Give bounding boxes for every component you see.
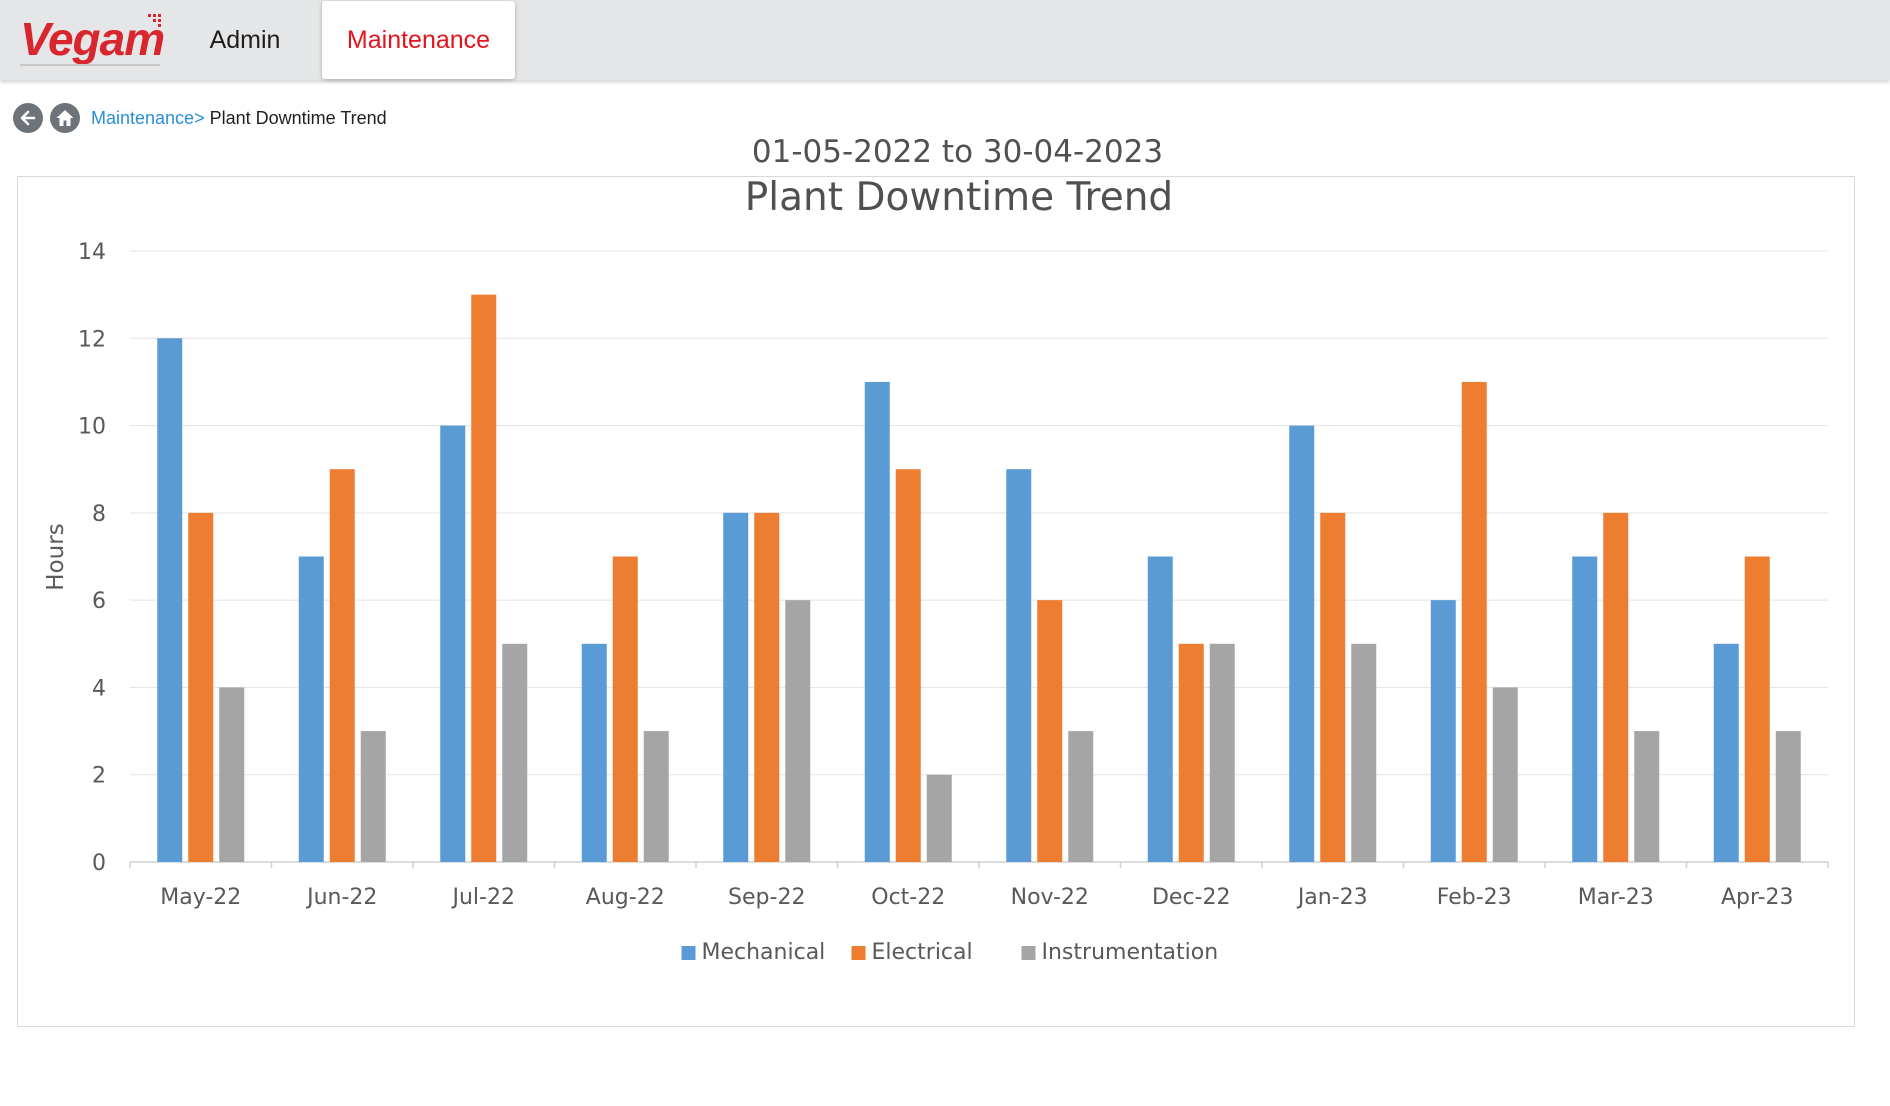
legend-label-mechanical: Mechanical [702,940,826,965]
x-tick-label: May-22 [160,885,241,910]
top-navigation-bar: Vegam Admin Maintenance [0,0,1890,80]
legend-label-instrumentation: Instrumentation [1042,940,1219,965]
y-tick-label: 10 [78,415,106,440]
bar-electrical [1179,644,1204,862]
x-tick-label: Aug-22 [586,885,665,910]
bar-mechanical [723,513,748,862]
bar-electrical [613,557,638,863]
bar-instrumentation [502,644,527,862]
bar-instrumentation [219,687,244,862]
breadcrumb: Maintenance> Plant Downtime Trend [13,101,387,135]
bar-electrical [1603,513,1628,862]
bar-mechanical [582,644,607,862]
y-tick-label: 6 [92,589,106,614]
bar-instrumentation [927,775,952,862]
bar-instrumentation [1634,731,1659,862]
x-tick-label: Oct-22 [871,885,945,910]
x-tick-label: Jun-22 [305,885,377,910]
x-tick-label: Feb-23 [1437,885,1512,910]
x-tick-label: Jul-22 [451,885,515,910]
bar-instrumentation [785,600,810,862]
bar-electrical [1037,600,1062,862]
bar-instrumentation [1068,731,1093,862]
bar-electrical [330,469,355,862]
bar-mechanical [299,557,324,863]
y-tick-label: 2 [92,764,106,789]
back-button[interactable] [13,103,43,133]
logo-dots-icon [148,14,162,28]
bar-mechanical [1714,644,1739,862]
logo-underline [20,64,160,66]
x-tick-label: Apr-23 [1721,885,1794,910]
bar-electrical [896,469,921,862]
y-tick-label: 14 [78,240,106,265]
home-button[interactable] [50,103,80,133]
downtime-bar-chart: Plant Downtime Trend 0 2 4 6 8 10 12 14 Hours May-… [18,177,1854,1026]
date-range-label: 01-05-2022 to 30-04-2023 [0,134,1890,170]
bar-instrumentation [1210,644,1235,862]
bar-electrical [471,295,496,862]
bar-mechanical [440,426,465,862]
chart-panel: Plant Downtime Trend 0 2 4 6 8 10 12 14 Hours May-… [17,176,1855,1027]
bar-instrumentation [361,731,386,862]
bar-mechanical [1431,600,1456,862]
bar-electrical [754,513,779,862]
bar-instrumentation [644,731,669,862]
bar-instrumentation [1351,644,1376,862]
y-tick-label: 0 [92,851,106,876]
x-tick-label: Jan-23 [1296,885,1368,910]
bar-mechanical [865,382,890,862]
bar-mechanical [1289,426,1314,862]
legend-swatch-electrical [852,946,866,960]
legend-swatch-mechanical [682,946,696,960]
bar-mechanical [157,338,182,862]
breadcrumb-current-page: Plant Downtime Trend [210,108,387,129]
nav-tab-maintenance[interactable]: Maintenance [322,1,515,79]
breadcrumb-maintenance-link[interactable]: Maintenance> [91,108,205,129]
bar-electrical [1320,513,1345,862]
bar-instrumentation [1776,731,1801,862]
x-tick-label: Mar-23 [1578,885,1654,910]
x-tick-label: Dec-22 [1152,885,1231,910]
x-tick-label: Nov-22 [1011,885,1089,910]
bar-mechanical [1006,469,1031,862]
chart-title: Plant Downtime Trend [745,177,1173,220]
bar-instrumentation [1493,687,1518,862]
vegam-logo[interactable]: Vegam [20,12,164,66]
y-axis-label: Hours [43,523,69,590]
bar-electrical [1745,557,1770,863]
bar-electrical [188,513,213,862]
arrow-left-icon [18,108,38,128]
legend-swatch-instrumentation [1022,946,1036,960]
x-tick-label: Sep-22 [728,885,805,910]
y-tick-label: 8 [92,502,106,527]
y-tick-label: 12 [78,327,106,352]
bar-mechanical [1148,557,1173,863]
bar-electrical [1462,382,1487,862]
y-tick-label: 4 [92,676,106,701]
legend-label-electrical: Electrical [872,940,973,965]
nav-tab-admin[interactable]: Admin [190,0,300,80]
home-icon [55,108,75,128]
bar-mechanical [1572,557,1597,863]
